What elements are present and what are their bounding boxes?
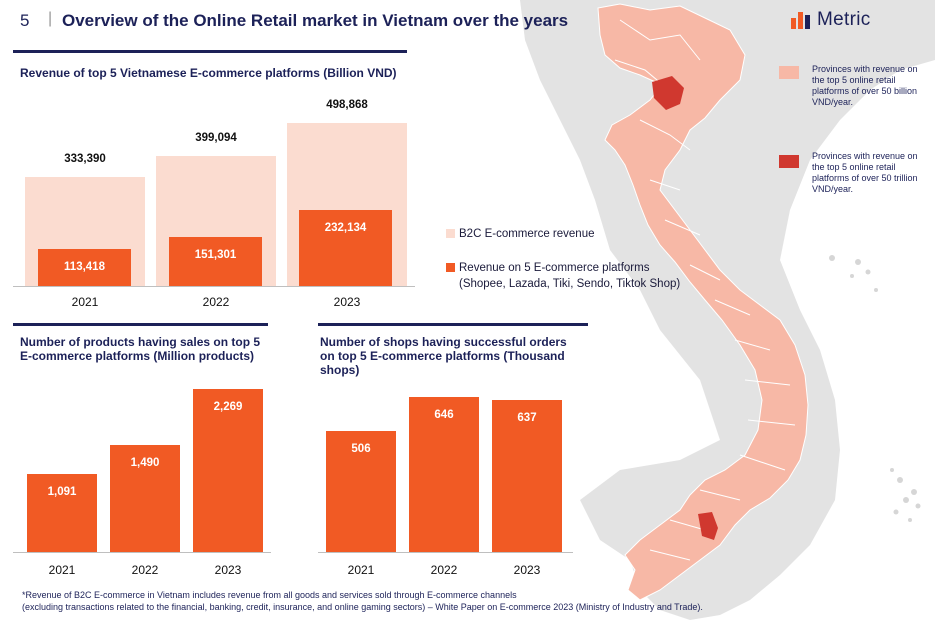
products-tick-2023: 2023 — [214, 563, 242, 577]
shops-value-2023: 637 — [517, 411, 537, 424]
legend-swatch-b2c — [446, 229, 455, 238]
shops-bar-2022 — [409, 397, 479, 552]
bar-chart-logo-icon — [791, 11, 810, 29]
chart2-rule — [13, 323, 268, 326]
value-top5-2022: 151,301 — [194, 248, 237, 261]
value-top5-2021: 113,418 — [64, 260, 105, 273]
shops-tick-2021: 2021 — [347, 563, 375, 577]
title-underline — [13, 50, 407, 53]
map-vietnam — [597, 3, 809, 601]
value-b2c-2022: 399,094 — [195, 131, 237, 144]
map-legend-swatch-dark — [779, 155, 799, 168]
products-value-2023: 2,269 — [213, 401, 243, 414]
legend-swatch-top5 — [446, 263, 455, 272]
page-title: Overview of the Online Retail market in … — [62, 11, 569, 30]
value-top5-2023: 232,134 — [324, 222, 367, 235]
value-b2c-2023: 498,868 — [326, 98, 368, 111]
products-tick-2022: 2022 — [131, 563, 159, 577]
chart3-rule — [318, 323, 588, 326]
shops-value-2022: 646 — [434, 409, 454, 422]
map-islands — [829, 255, 921, 522]
shops-tick-2023: 2023 — [513, 563, 541, 577]
products-value-2021: 1,091 — [47, 485, 77, 498]
map-legend-swatch-light — [779, 66, 799, 79]
chart2-title: Number of products having sales on top 5… — [20, 335, 261, 363]
shops-tick-2022: 2022 — [430, 563, 458, 577]
map-hcmc — [698, 512, 718, 540]
map-legend-text-light: Provinces with revenue on the top 5 onli… — [812, 64, 918, 107]
map-hanoi — [652, 76, 684, 110]
footnote-line-2: (excluding transactions related to the f… — [22, 602, 703, 612]
shops-value-2021: 506 — [351, 442, 371, 455]
bar-top5-2021 — [38, 248, 131, 286]
chart2-axis — [13, 552, 271, 553]
shops-bar-2023 — [492, 399, 562, 552]
legend-label-top5: Revenue on 5 E-commerce platforms — [459, 262, 650, 274]
tick-2023: 2023 — [333, 295, 361, 309]
products-bar-2023 — [193, 389, 263, 552]
products-bar-2021 — [27, 473, 97, 552]
chart3-title: Number of shops having successful orders… — [320, 335, 567, 377]
chart3-axis — [318, 552, 573, 553]
bar-top5-2023 — [299, 210, 392, 286]
title-separator: | — [48, 10, 53, 27]
tick-2021: 2021 — [71, 295, 99, 309]
products-value-2022: 1,490 — [130, 457, 160, 470]
products-bar-2022 — [110, 445, 180, 552]
footnote-line-1: *Revenue of B2C E-commerce in Vietnam in… — [22, 590, 517, 600]
page-number: 5 — [20, 11, 30, 30]
chart1-axis — [13, 286, 415, 287]
products-tick-2021: 2021 — [48, 563, 76, 577]
chart1-title: Revenue of top 5 Vietnamese E-commerce p… — [20, 66, 397, 80]
metric-logo: Metric — [791, 9, 871, 31]
bar-top5-2022 — [169, 236, 262, 286]
value-b2c-2021: 333,390 — [64, 153, 106, 165]
logo-text: Metric — [817, 9, 871, 30]
map-legend-text-dark: Provinces with revenue on the top 5 onli… — [812, 151, 918, 194]
legend-label-top5-platforms: (Shopee, Lazada, Tiki, Sendo, Tiktok Sho… — [459, 278, 681, 290]
shops-bar-2021 — [326, 430, 396, 552]
tick-2022: 2022 — [202, 295, 230, 309]
legend-label-b2c: B2C E-commerce revenue — [459, 228, 595, 240]
